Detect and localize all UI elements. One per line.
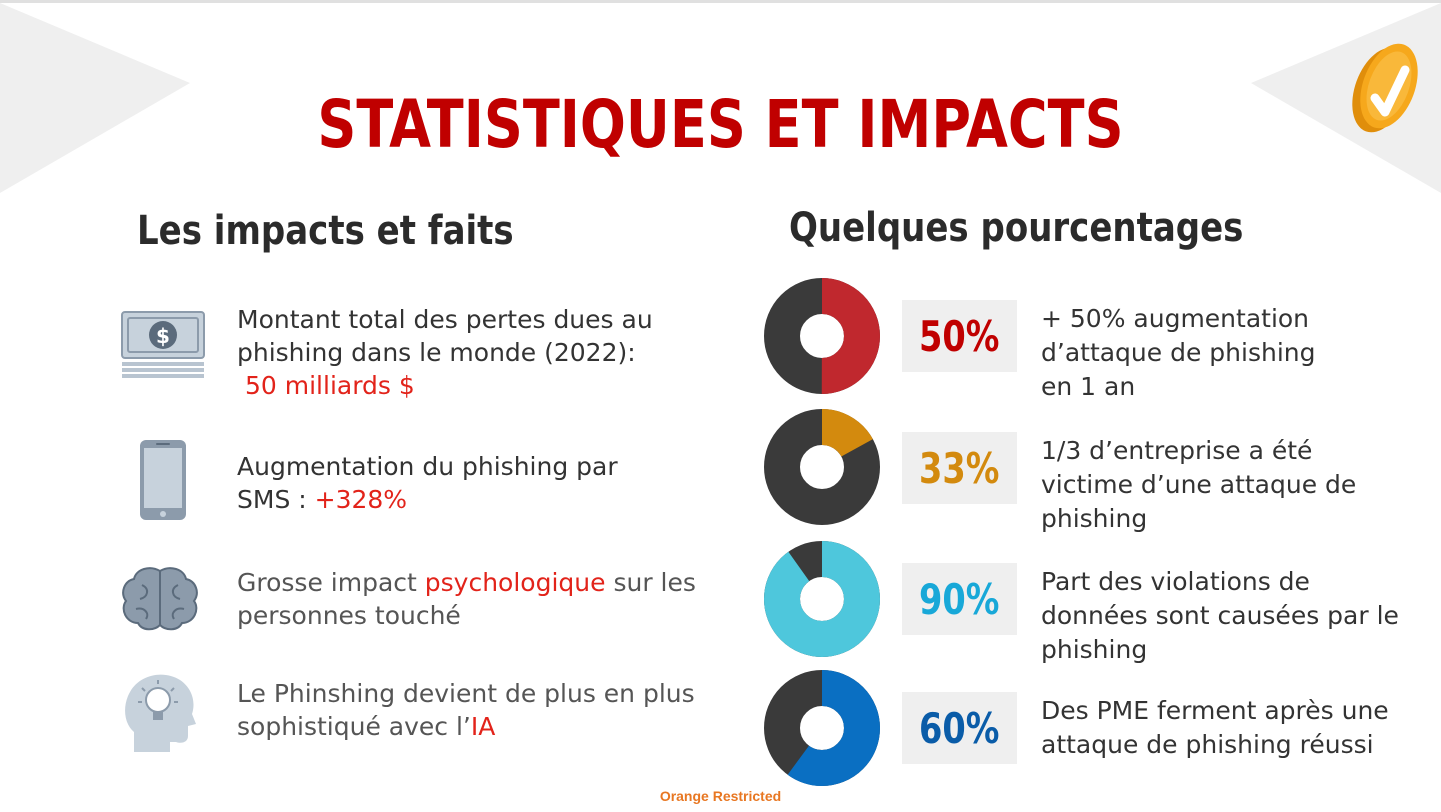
fact-sms-line1: Augmentation du phishing par bbox=[237, 452, 618, 481]
stat-90-line2: données sont causées par le bbox=[1041, 601, 1399, 630]
stat-text-90: Part des violations de données sont caus… bbox=[1041, 565, 1421, 667]
stat-text-50: + 50% augmentation d’attaque de phishing… bbox=[1041, 302, 1421, 404]
stat-60-line2: attaque de phishing réussi bbox=[1041, 730, 1374, 759]
fact-sms: Augmentation du phishing par SMS : +328% bbox=[237, 450, 707, 516]
fact-ai: Le Phinshing devient de plus en plus sop… bbox=[237, 677, 707, 743]
classification-footer: Orange Restricted bbox=[659, 788, 782, 804]
donut-arc-60 bbox=[764, 670, 880, 786]
donut-arc-50 bbox=[764, 278, 880, 394]
money-icon: $ bbox=[121, 311, 205, 378]
fact-psy-line2: personnes touché bbox=[237, 601, 461, 630]
donut-chart-50 bbox=[764, 278, 880, 394]
fact-sms-line2: SMS : bbox=[237, 485, 315, 514]
percent-box-90: 90% bbox=[902, 563, 1017, 635]
stat-33-line2: victime d’une attaque de bbox=[1041, 470, 1357, 499]
top-border bbox=[0, 0, 1441, 3]
percent-label-33: 33% bbox=[919, 443, 1000, 493]
checkmark-coin-icon bbox=[1352, 43, 1418, 133]
fact-psy-highlight: psychologique bbox=[424, 568, 606, 597]
fact-losses-line1: Montant total des pertes dues au bbox=[237, 305, 653, 334]
stat-33-line3: phishing bbox=[1041, 504, 1148, 533]
page-title: STATISTIQUES ET IMPACTS bbox=[317, 86, 1124, 163]
donut-chart-90 bbox=[764, 541, 880, 657]
stat-60-line1: Des PME ferment après une bbox=[1041, 696, 1389, 725]
stat-text-33: 1/3 d’entreprise a été victime d’une att… bbox=[1041, 434, 1421, 536]
fact-losses: Montant total des pertes dues au phishin… bbox=[237, 303, 707, 402]
stat-text-60: Des PME ferment après une attaque de phi… bbox=[1041, 694, 1421, 762]
fact-psychological: Grosse impact psychologique sur les pers… bbox=[237, 566, 707, 632]
svg-text:$: $ bbox=[156, 324, 170, 348]
stat-50-line1: + 50% augmentation bbox=[1041, 304, 1310, 333]
fact-ai-line1: Le Phinshing devient de plus en plus bbox=[237, 679, 695, 708]
fact-losses-line2: phishing dans le monde (2022): bbox=[237, 338, 636, 367]
left-decorative-triangle bbox=[0, 3, 190, 193]
percent-box-50: 50% bbox=[902, 300, 1017, 372]
smartphone-icon bbox=[140, 440, 186, 520]
percent-label-60: 60% bbox=[919, 703, 1000, 753]
brain-icon bbox=[122, 567, 198, 631]
lightbulb-head-icon bbox=[125, 674, 196, 752]
percent-box-33: 33% bbox=[902, 432, 1017, 504]
right-heading: Quelques pourcentages bbox=[789, 205, 1244, 251]
donut-chart-60 bbox=[764, 670, 880, 786]
stat-50-line3: en 1 an bbox=[1041, 372, 1136, 401]
fact-psy-prefix: Grosse impact bbox=[237, 568, 425, 597]
fact-sms-highlight: +328% bbox=[314, 485, 408, 514]
stat-90-line3: phishing bbox=[1041, 635, 1148, 664]
donut-chart-33 bbox=[764, 409, 880, 525]
left-heading: Les impacts et faits bbox=[137, 208, 514, 254]
percent-label-90: 90% bbox=[919, 574, 1000, 624]
stat-50-line2: d’attaque de phishing bbox=[1041, 338, 1316, 367]
donut-arc-33 bbox=[764, 409, 880, 525]
fact-ai-highlight: IA bbox=[470, 712, 496, 741]
percent-box-60: 60% bbox=[902, 692, 1017, 764]
stat-90-line1: Part des violations de bbox=[1041, 567, 1310, 596]
fact-ai-line2: sophistiqué avec l’ bbox=[237, 712, 471, 741]
percent-label-50: 50% bbox=[919, 311, 1000, 361]
stat-33-line1: 1/3 d’entreprise a été bbox=[1041, 436, 1313, 465]
donut-arc-90 bbox=[764, 541, 880, 657]
fact-psy-suffix: sur les bbox=[605, 568, 696, 597]
fact-losses-highlight: 50 milliards $ bbox=[245, 371, 415, 400]
